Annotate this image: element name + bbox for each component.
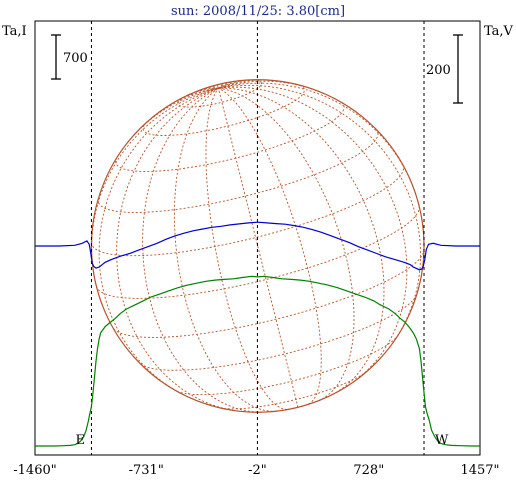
east-limb-label: E xyxy=(75,433,85,448)
longitude-line xyxy=(218,79,248,89)
longitude-line xyxy=(127,87,219,143)
polarization-series-line xyxy=(35,221,480,271)
x-tick-label: -731" xyxy=(129,463,164,478)
longitude-line xyxy=(98,87,219,396)
latitude-line xyxy=(176,336,398,396)
x-tick-label: 728" xyxy=(353,463,384,478)
longitude-line xyxy=(208,86,219,89)
latitude-line xyxy=(177,79,262,108)
solar-disk xyxy=(90,79,425,413)
series-group xyxy=(35,221,480,447)
x-tick-labels: -1460" -731" -2" 728" 1457" xyxy=(13,463,499,478)
longitude-line xyxy=(218,87,385,395)
right-scale-bar-label: 200 xyxy=(426,63,451,78)
left-scale-bar xyxy=(51,34,61,80)
longitude-line xyxy=(218,84,421,344)
left-axis-label: Ta,I xyxy=(2,24,27,39)
latitude-line xyxy=(113,251,425,338)
longitude-line xyxy=(218,82,227,89)
latitude-line xyxy=(115,101,345,172)
longitude-line xyxy=(217,88,299,408)
longitude-line xyxy=(218,79,270,89)
latitude-line xyxy=(91,164,405,257)
intensity-series-line xyxy=(35,275,480,447)
chart-title: sun: 2008/11/25: 3.80[cm] xyxy=(171,4,345,19)
x-tick-label: -2" xyxy=(248,463,267,478)
limb-markers xyxy=(90,21,425,455)
longitude-line xyxy=(218,87,355,402)
longitude-line xyxy=(142,87,262,413)
longitude-line xyxy=(188,87,219,96)
longitude-line xyxy=(217,84,219,89)
left-scale-bar-label: 700 xyxy=(63,51,88,66)
x-tick-label: -1460" xyxy=(13,463,56,478)
longitude-line xyxy=(218,82,420,206)
longitude-line xyxy=(218,80,235,89)
longitude-line xyxy=(169,87,219,106)
longitude-line xyxy=(91,87,219,287)
right-scale-bar xyxy=(453,34,463,104)
longitude-line xyxy=(218,80,325,94)
latitude-line xyxy=(142,84,305,136)
longitude-line xyxy=(116,87,239,412)
longitude-line xyxy=(173,87,277,412)
longitude-line xyxy=(200,87,219,91)
x-tick-label: 1457" xyxy=(460,463,499,478)
longitude-line xyxy=(218,87,322,405)
latitude-line xyxy=(140,294,417,371)
west-limb-label: W xyxy=(435,433,449,448)
right-axis-label: Ta,V xyxy=(484,24,514,39)
longitude-line xyxy=(218,86,408,384)
longitude-line xyxy=(205,87,288,410)
